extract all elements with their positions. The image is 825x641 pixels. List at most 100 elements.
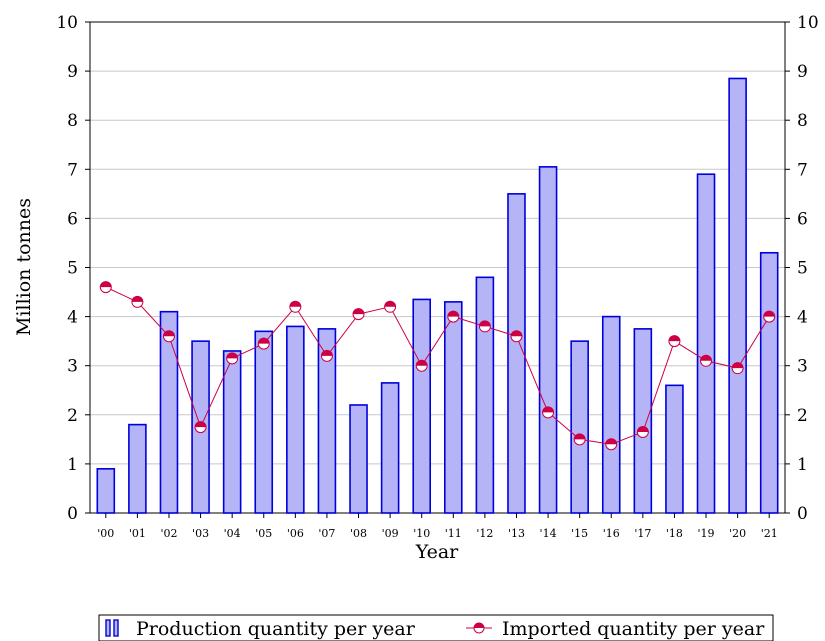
y-tick-label: 9: [797, 62, 808, 82]
line-point: [573, 433, 586, 446]
bar: [286, 325, 305, 514]
legend-label-production: Production quantity per year: [136, 618, 416, 640]
x-tick-label: '07: [318, 527, 335, 540]
bar: [601, 315, 621, 514]
point-marker-fill: [289, 301, 301, 307]
y-tick-label: 10: [56, 13, 78, 33]
point-marker-fill: [542, 406, 554, 413]
y-tick-label: 0: [67, 504, 78, 524]
x-tick-label: '04: [224, 527, 241, 540]
line-point: [542, 406, 555, 419]
bar: [665, 384, 684, 514]
point-marker-fill: [763, 311, 775, 317]
point-marker-fill: [163, 330, 175, 337]
bar: [475, 276, 495, 514]
x-tick-label: '06: [287, 527, 304, 540]
x-axis-title: Year: [415, 541, 459, 563]
line-point: [700, 354, 713, 367]
line-point: [257, 337, 270, 350]
bar: [570, 340, 589, 514]
y-tick-label: 6: [797, 209, 808, 229]
legend-bar-swatch-icon: [105, 619, 119, 637]
bar: [759, 251, 779, 514]
legend-line-swatch-icon: [466, 622, 492, 634]
line-point: [415, 359, 428, 372]
point-marker-fill: [226, 352, 238, 359]
y-tick-label: 3: [797, 357, 808, 377]
line-point: [194, 421, 207, 434]
point-marker-fill: [479, 320, 491, 327]
x-tick-label: '03: [192, 527, 209, 540]
y-tick-label: 2: [797, 406, 808, 426]
y-axis-title: Million tonnes: [13, 198, 35, 336]
line-point: [763, 310, 776, 323]
bar: [412, 298, 432, 514]
series-line: [105, 286, 770, 445]
y-axis-left: 0 1 2 3 4 5 6 7 8 9 10: [56, 13, 90, 524]
point-marker-fill: [258, 338, 270, 344]
y-tick-label: 4: [797, 308, 808, 328]
line-point: [131, 295, 144, 308]
x-tick-label: '20: [729, 527, 746, 540]
x-tick-label: '18: [666, 527, 683, 540]
line-point: [636, 425, 649, 438]
x-tick-label: '17: [634, 527, 651, 540]
x-tick-label: '02: [160, 527, 177, 540]
point-marker-fill: [574, 433, 586, 440]
x-tick-label: '15: [571, 527, 588, 540]
point-marker-fill: [668, 335, 680, 342]
y-tick-label: 6: [67, 209, 78, 229]
legend-label-imported: Imported quantity per year: [502, 618, 765, 640]
line-point: [352, 308, 365, 321]
point-marker-fill: [321, 350, 333, 356]
bar: [696, 173, 716, 514]
bar: [728, 77, 747, 514]
bar: [380, 382, 400, 514]
line-series: [99, 281, 776, 451]
line-point: [162, 330, 175, 343]
line-point: [384, 300, 397, 313]
line-point: [668, 335, 681, 348]
bar: [96, 468, 116, 514]
y-tick-label: 8: [797, 111, 808, 131]
x-tick-label: '05: [255, 527, 272, 540]
bar: [443, 301, 463, 514]
line-point: [731, 362, 744, 375]
point-marker-fill: [510, 330, 522, 337]
line-point: [320, 349, 333, 362]
y-tick-label: 7: [67, 160, 78, 180]
line-point: [447, 310, 460, 323]
point-marker-fill: [447, 311, 459, 317]
y-tick-label: 5: [797, 259, 808, 279]
y-tick-label: 5: [67, 259, 78, 279]
legend: Production quantity per year Imported qu…: [98, 614, 774, 641]
y-tick-label: 0: [797, 504, 808, 524]
x-tick-label: '13: [508, 527, 525, 540]
bar: [507, 193, 526, 514]
point-marker-fill: [605, 438, 617, 445]
bar: [128, 423, 147, 514]
y-tick-label: 1: [67, 455, 78, 475]
x-tick-label: '19: [698, 527, 715, 540]
line-point: [226, 352, 239, 365]
x-tick-label: '14: [540, 527, 557, 540]
y-tick-label: 8: [67, 111, 78, 131]
line-point: [605, 438, 618, 451]
bar-series: [96, 77, 779, 514]
y-tick-label: 10: [797, 13, 819, 33]
point-marker-fill: [353, 308, 365, 315]
x-tick-label: '16: [603, 527, 620, 540]
y-tick-label: 7: [797, 160, 808, 180]
y-tick-label: 2: [67, 406, 78, 426]
x-tick-label: '09: [382, 527, 399, 540]
line-point: [99, 281, 112, 294]
bar: [538, 166, 558, 514]
legend-box: [98, 614, 774, 641]
point-marker-fill: [700, 355, 712, 361]
x-tick-label: '08: [350, 527, 367, 540]
point-marker-fill: [384, 301, 396, 307]
y-axis-right: 0 1 2 3 4 5 6 7 8 9 10: [785, 13, 819, 524]
point-marker-fill: [416, 360, 428, 366]
line-point: [478, 320, 491, 333]
